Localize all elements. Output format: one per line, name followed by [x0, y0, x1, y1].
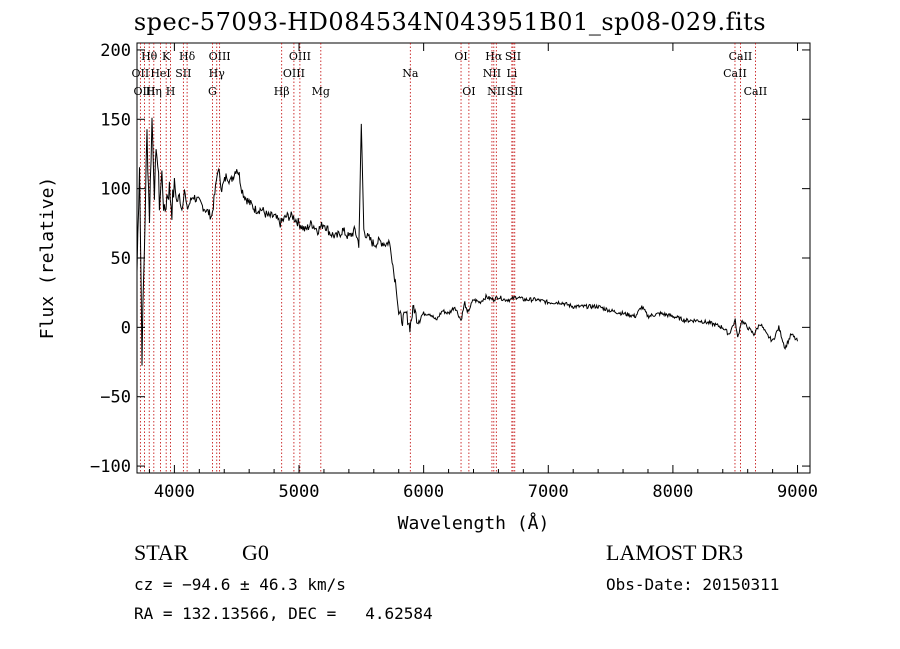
- line-label-25: CaII: [729, 50, 753, 63]
- line-label-27: CaII: [744, 85, 768, 98]
- y-tick-label-6: 200: [100, 41, 131, 61]
- line-label-18: OI: [462, 85, 475, 98]
- line-label-21: NII: [487, 85, 505, 98]
- chart-title: spec-57093-HD084534N043951B01_sp08-029.f…: [133, 8, 767, 36]
- line-label-17: OI: [454, 50, 467, 63]
- line-label-23: Li: [506, 67, 517, 80]
- x-tick-label-2: 6000: [403, 482, 444, 502]
- y-tick-label-5: 150: [100, 110, 131, 130]
- line-label-16: Na: [402, 67, 419, 80]
- line-label-11: G: [208, 85, 217, 98]
- line-label-22: SII: [505, 50, 521, 63]
- line-label-5: Hη: [146, 85, 162, 98]
- line-label-24: SII: [507, 85, 523, 98]
- x-tick-label-4: 8000: [652, 482, 693, 502]
- line-label-7: SII: [175, 67, 191, 80]
- y-tick-label-0: −100: [90, 457, 131, 477]
- survey-name: LAMOST DR3: [606, 540, 744, 565]
- line-label-13: OIII: [283, 67, 305, 80]
- y-tick-label-3: 50: [111, 249, 131, 269]
- series-flux-line: [136, 117, 798, 366]
- y-tick-label-4: 100: [100, 180, 131, 200]
- line-label-10: Hγ: [209, 67, 226, 80]
- line-label-2: OIII: [133, 85, 155, 98]
- line-label-12: Hβ: [274, 85, 290, 98]
- x-tick-label-1: 5000: [279, 482, 320, 502]
- x-tick-label-5: 9000: [777, 482, 818, 502]
- x-tick-label-3: 7000: [528, 482, 569, 502]
- redshift-velocity: cz = −94.6 ± 46.3 km/s: [134, 575, 346, 594]
- y-axis-label: Flux (relative): [37, 177, 58, 340]
- line-label-9: OIII: [209, 50, 231, 63]
- x-axis-label: Wavelength (Å): [398, 512, 550, 534]
- line-label-4: HeI: [150, 67, 170, 80]
- line-label-3: K: [162, 50, 171, 63]
- plot-frame: [136, 42, 811, 474]
- observation-date: Obs-Date: 20150311: [606, 575, 780, 594]
- line-label-20: NII: [483, 67, 501, 80]
- object-subclass: G0: [242, 540, 269, 565]
- y-tick-label-1: −50: [100, 388, 131, 408]
- line-label-1: OII: [132, 67, 150, 80]
- line-label-6: H: [166, 85, 176, 98]
- line-label-0: Hθ: [141, 50, 158, 63]
- line-label-14: OIII: [289, 50, 311, 63]
- y-tick-label-2: 0: [121, 318, 131, 338]
- line-label-19: Hα: [485, 50, 503, 63]
- line-label-26: CaII: [723, 67, 747, 80]
- line-label-8: Hδ: [179, 50, 196, 63]
- object-class: STAR: [134, 540, 189, 565]
- x-tick-label-0: 4000: [154, 482, 195, 502]
- sky-coordinates: RA = 132.13566, DEC = 4.62584: [134, 604, 433, 623]
- line-label-15: Mg: [312, 85, 330, 98]
